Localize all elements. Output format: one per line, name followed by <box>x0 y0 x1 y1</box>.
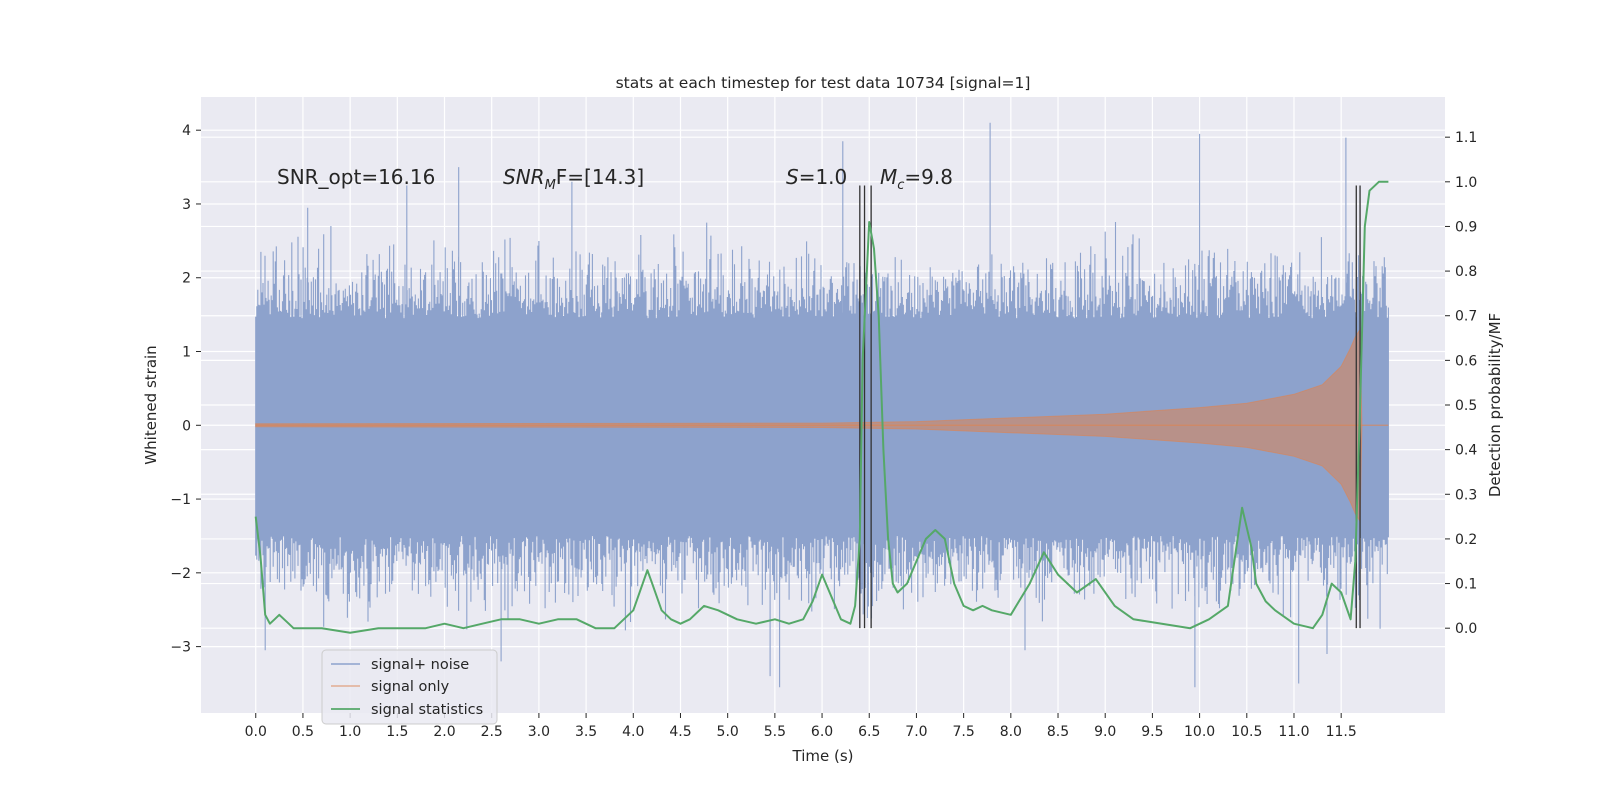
annotation-snr-mf: SNRMF=[14.3] <box>503 165 644 193</box>
snr-mf-rest: F=[14.3] <box>556 165 644 189</box>
x-tick-label: 10.0 <box>1184 724 1215 740</box>
legend-label-signal-only: signal only <box>371 679 450 695</box>
x-tick-label: 0.5 <box>292 724 314 740</box>
mc-sub: c <box>897 178 904 193</box>
s-main: S <box>786 165 799 189</box>
y-tick-label: 1 <box>182 345 191 361</box>
y-right-tick-label: 0.8 <box>1455 264 1477 280</box>
y-right-axis-label: Detection probability/MF <box>1486 313 1504 497</box>
x-tick-label: 1.5 <box>386 724 408 740</box>
y-tick-label: 0 <box>182 418 191 434</box>
y-tick-label: 2 <box>182 271 191 287</box>
legend-label-signal-noise: signal+ noise <box>371 657 469 673</box>
ticks: 0.0 0.5 1.0 1.5 2.0 2.5 3.0 3.5 4.0 4.5 5.0 5.5 6.0 6… <box>170 123 1477 740</box>
s-rest: =1.0 <box>799 165 848 189</box>
y-right-tick-label: 1.1 <box>1455 130 1477 146</box>
y-tick-label: 3 <box>182 197 191 213</box>
legend-box <box>321 649 498 725</box>
y-tick-label: −2 <box>170 566 191 582</box>
y-right-tick-label: 0.2 <box>1455 532 1477 548</box>
x-tick-label: 8.0 <box>1000 724 1022 740</box>
x-tick-label: 7.5 <box>953 724 975 740</box>
x-tick-label: 1.0 <box>339 724 361 740</box>
x-tick-label: 10.5 <box>1231 724 1262 740</box>
x-tick-label: 3.0 <box>528 724 550 740</box>
x-tick-label: 5.5 <box>764 724 786 740</box>
mc-main: M <box>880 165 897 189</box>
y-right-tick-label: 0.5 <box>1455 398 1477 414</box>
x-tick-label: 8.5 <box>1047 724 1069 740</box>
snr-mf-main: SNR <box>503 165 545 189</box>
x-tick-label: 7.0 <box>905 724 927 740</box>
y-axis-label: Whitened strain <box>142 345 160 464</box>
x-axis-label: Time (s) <box>792 747 854 765</box>
legend-label-signal-statistics: signal statistics <box>371 702 483 718</box>
x-tick-label: 5.0 <box>717 724 739 740</box>
y-right-tick-label: 0.7 <box>1455 309 1477 325</box>
legend: signal+ noise signal only signal statist… <box>321 649 498 725</box>
series-layer <box>255 122 1389 688</box>
annotation-s: S=1.0 <box>786 165 847 189</box>
y-tick-label: −1 <box>170 492 191 508</box>
x-tick-label: 4.0 <box>622 724 644 740</box>
statistics-layer <box>254 180 1389 634</box>
y-right-tick-label: 0.6 <box>1455 353 1477 369</box>
x-tick-label: 6.5 <box>858 724 880 740</box>
x-tick-label: 11.5 <box>1326 724 1357 740</box>
signal-statistics-line <box>254 180 1389 634</box>
x-tick-label: 4.5 <box>669 724 691 740</box>
y-right-tick-label: 0.3 <box>1455 487 1477 503</box>
x-tick-label: 3.5 <box>575 724 597 740</box>
annotation-mc: Mc=9.8 <box>880 165 953 193</box>
y-right-tick-label: 0.9 <box>1455 219 1477 235</box>
y-right-tick-label: 0.4 <box>1455 443 1477 459</box>
chart-title: stats at each timestep for test data 107… <box>616 74 1031 92</box>
snr-mf-sub: M <box>545 178 556 193</box>
annotation-snr-opt: SNR_opt=16.16 <box>277 165 435 189</box>
y-right-tick-label: 1.0 <box>1455 175 1477 191</box>
x-tick-label: 2.5 <box>481 724 503 740</box>
x-tick-label: 9.0 <box>1094 724 1116 740</box>
x-tick-label: 0.0 <box>245 724 267 740</box>
x-tick-label: 11.0 <box>1278 724 1309 740</box>
x-tick-label: 6.0 <box>811 724 833 740</box>
mc-rest: =9.8 <box>904 165 953 189</box>
y-tick-label: −3 <box>170 640 191 656</box>
x-tick-label: 9.5 <box>1141 724 1163 740</box>
y-right-tick-label: 0.0 <box>1455 621 1477 637</box>
y-tick-label: 4 <box>182 123 191 139</box>
y-right-tick-label: 0.1 <box>1455 577 1477 593</box>
x-tick-label: 2.0 <box>433 724 455 740</box>
